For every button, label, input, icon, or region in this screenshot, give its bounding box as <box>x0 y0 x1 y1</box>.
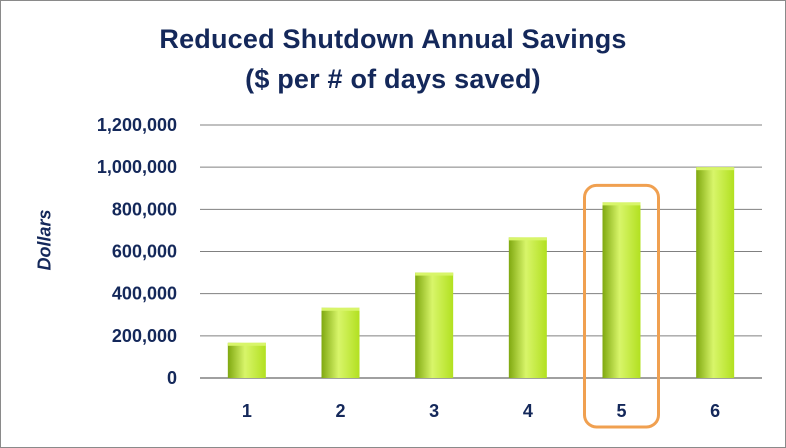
bar <box>508 237 547 378</box>
bar-top <box>227 342 266 346</box>
gridlines <box>200 124 762 379</box>
y-tick-label: 1,200,000 <box>97 115 177 135</box>
y-tick-label: 200,000 <box>112 326 177 346</box>
x-axis-ticks: 1 2 3 4 5 6 <box>242 401 720 421</box>
bars <box>227 167 735 378</box>
bar <box>696 167 735 378</box>
highlight-box <box>583 183 660 429</box>
bar-top <box>696 167 735 171</box>
bar <box>415 272 454 378</box>
x-tick-label: 2 <box>335 401 345 421</box>
bar <box>227 342 266 378</box>
x-tick-label: 3 <box>429 401 439 421</box>
bar-top <box>508 237 547 241</box>
bar <box>602 202 641 378</box>
chart-subtitle: ($ per # of days saved) <box>245 64 541 94</box>
y-tick-label: 400,000 <box>112 284 177 304</box>
y-tick-label: 600,000 <box>112 242 177 262</box>
bar-top <box>602 202 641 206</box>
y-axis-ticks: 0 200,000 400,000 600,000 800,000 1,000,000 1,… <box>97 115 177 388</box>
x-tick-label: 1 <box>242 401 252 421</box>
x-tick-label: 5 <box>616 401 626 421</box>
chart-title: Reduced Shutdown Annual Savings <box>159 24 627 54</box>
y-tick-label: 0 <box>167 368 177 388</box>
x-tick-label: 6 <box>710 401 720 421</box>
bar-top <box>321 307 360 311</box>
bar-top <box>415 272 454 276</box>
highlight-group <box>583 183 660 429</box>
bar <box>321 307 360 378</box>
x-tick-label: 4 <box>523 401 533 421</box>
y-tick-label: 800,000 <box>112 199 177 219</box>
y-tick-label: 1,000,000 <box>97 157 177 177</box>
